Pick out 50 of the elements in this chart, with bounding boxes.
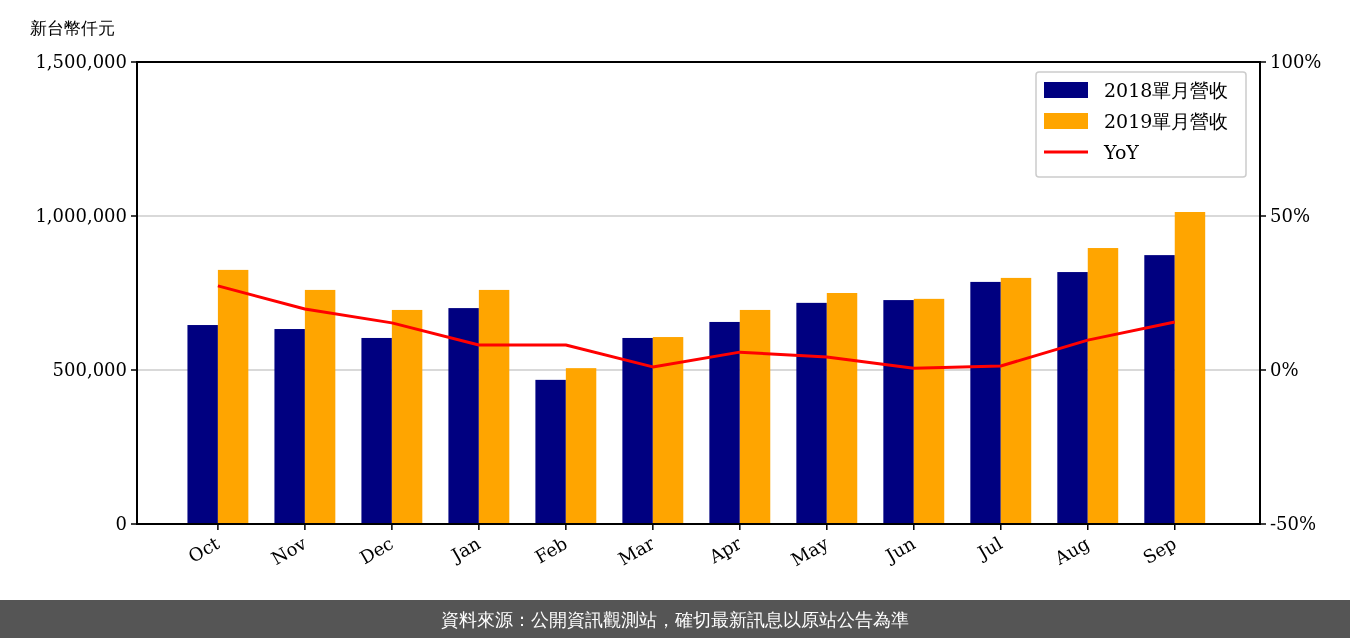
bar [622, 337, 653, 524]
bar [391, 309, 423, 524]
bar [565, 368, 597, 524]
bar [304, 289, 336, 524]
x-tick-label: Jul [972, 532, 1006, 564]
bar [187, 325, 218, 524]
bar [217, 269, 249, 524]
x-tick-label: Feb [531, 532, 571, 568]
bar [478, 289, 510, 524]
bar [913, 298, 945, 524]
x-tick-label: Oct [184, 532, 224, 567]
bar [1087, 248, 1119, 524]
y-tick-label: 0 [115, 513, 127, 534]
x-tick-label: Aug [1050, 532, 1093, 570]
bar [796, 302, 827, 524]
y2-tick-label: -50% [1270, 513, 1317, 534]
bar [448, 308, 479, 524]
y2-tick-label: 100% [1270, 51, 1322, 72]
x-tick-label: Sep [1139, 532, 1180, 568]
legend-label: 2019單月營收 [1104, 110, 1229, 132]
bar [274, 329, 305, 524]
y-axis-title: 新台幣仟元 [30, 18, 115, 38]
y-tick-label: 500,000 [52, 359, 127, 380]
bar [739, 309, 771, 524]
bar [535, 379, 566, 524]
x-tick-label: Jan [446, 532, 485, 567]
bar [652, 337, 684, 524]
x-tick-label: May [787, 532, 833, 571]
bar [970, 281, 1001, 524]
y-tick-label: 1,500,000 [35, 51, 127, 72]
legend-label: 2018單月營收 [1104, 79, 1229, 101]
x-tick-label: Mar [614, 532, 659, 570]
y2-tick-label: 50% [1270, 205, 1311, 226]
y-tick-label: 1,000,000 [35, 205, 127, 226]
bar [361, 337, 392, 524]
x-tick-label: Nov [267, 532, 311, 570]
bar [883, 300, 914, 524]
bar [1144, 255, 1175, 524]
source-note: 資料來源：公開資訊觀測站，確切最新訊息以原站公告為準 [441, 609, 909, 630]
line-series [216, 284, 1177, 370]
bar [1174, 212, 1206, 524]
bar [1057, 272, 1088, 524]
x-tick-label: Dec [355, 532, 397, 569]
bar [826, 293, 858, 524]
x-tick-label: Apr [704, 532, 746, 568]
bar [1000, 277, 1032, 524]
bar [709, 321, 740, 524]
x-tick-label: Jun [880, 532, 920, 567]
y2-tick-label: 0% [1270, 359, 1299, 380]
legend-label: YoY [1103, 141, 1140, 163]
